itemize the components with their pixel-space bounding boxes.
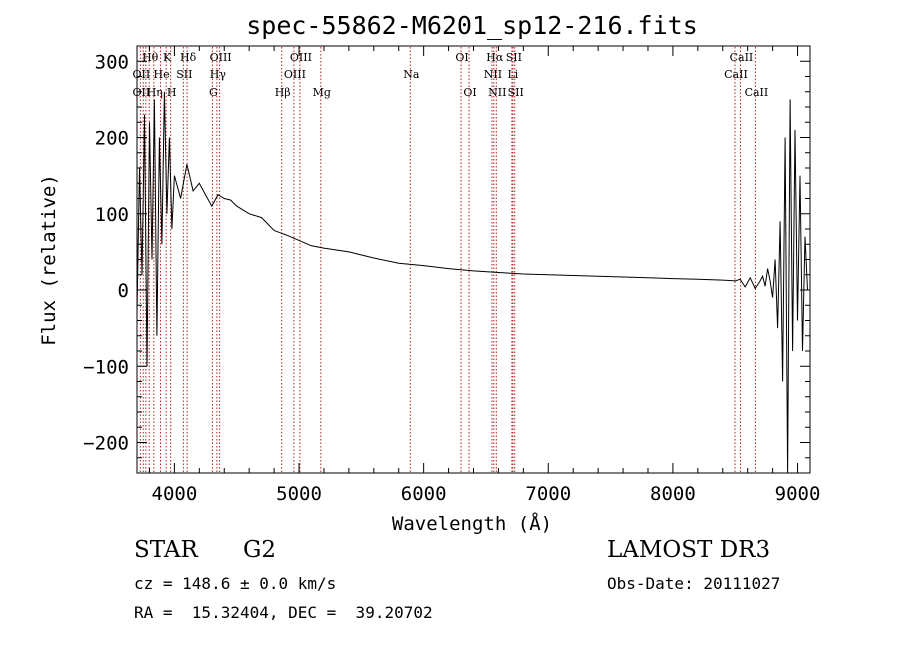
spectral-line-label: Hη [147, 86, 163, 99]
axis-ticks: 4000 5000 6000 7000 8000 9000 −200 −100 0 100 200 3… [83, 45, 821, 505]
spectral-line-label: CaII [724, 68, 748, 81]
spectral-line-label: Hθ [142, 51, 159, 64]
spectral-line-label: Hβ [275, 86, 291, 99]
spectral-line-label: Hδ [180, 51, 197, 64]
spectral-line-label: CaII [745, 86, 769, 99]
x-tick-label: 5000 [276, 483, 322, 505]
plot-frame [136, 45, 811, 474]
x-tick-label: 4000 [152, 483, 198, 505]
y-tick-label: 100 [95, 204, 129, 226]
spectrum-line [136, 91, 808, 474]
object-class: STAR [134, 537, 198, 563]
spectral-line-label: NII [484, 68, 502, 81]
spectral-line-label: Li [507, 68, 518, 81]
spectral-line-label: SII [176, 68, 192, 81]
spectral-line-label: OIII [284, 68, 306, 81]
spectral-line-label: OI [463, 86, 476, 99]
spectral-line-label: SII [508, 86, 524, 99]
x-axis-label: Wavelength (Å) [392, 512, 552, 535]
spectral-line-label: OIII [290, 51, 312, 64]
observation-date: Obs-Date: 20111027 [607, 574, 781, 593]
y-axis-label: Flux (relative) [38, 174, 60, 346]
spectral-line-label: K [163, 51, 172, 64]
spectral-line-label: Hγ [210, 68, 227, 81]
x-tick-label: 9000 [775, 483, 821, 505]
spectral-line-label: He [154, 68, 170, 81]
y-tick-label: 200 [95, 128, 129, 150]
survey-name: LAMOST DR3 [607, 537, 771, 563]
spectral-line-label: OIII [210, 51, 232, 64]
redshift-velocity: cz = 148.6 ± 0.0 km/s [134, 574, 337, 593]
y-tick-label: −200 [83, 433, 129, 455]
spectral-line-label: OII [133, 68, 151, 81]
spectral-line-label: H [167, 86, 177, 99]
y-tick-label: 300 [95, 51, 129, 73]
y-tick-label: −100 [83, 356, 129, 378]
x-tick-label: 6000 [401, 483, 447, 505]
spectral-line-label: Mg [313, 86, 331, 99]
sky-coordinates: RA = 15.32404, DEC = 39.20702 [134, 603, 433, 622]
spectral-line-label: CaII [730, 51, 754, 64]
spectral-line-label: SII [506, 51, 522, 64]
x-tick-label: 7000 [525, 483, 571, 505]
chart-title: spec-55862-M6201_sp12-216.fits [246, 11, 698, 40]
spectral-line-label: Na [403, 68, 420, 81]
object-subclass: G2 [243, 537, 277, 563]
y-tick-label: 0 [118, 280, 129, 302]
spectral-line-label: NII [488, 86, 506, 99]
spectral-line-label: OI [455, 51, 468, 64]
spectral-line-markers [139, 47, 756, 472]
x-tick-label: 8000 [650, 483, 696, 505]
spectral-line-label: G [209, 86, 218, 99]
spectral-line-label: Hα [486, 51, 504, 64]
